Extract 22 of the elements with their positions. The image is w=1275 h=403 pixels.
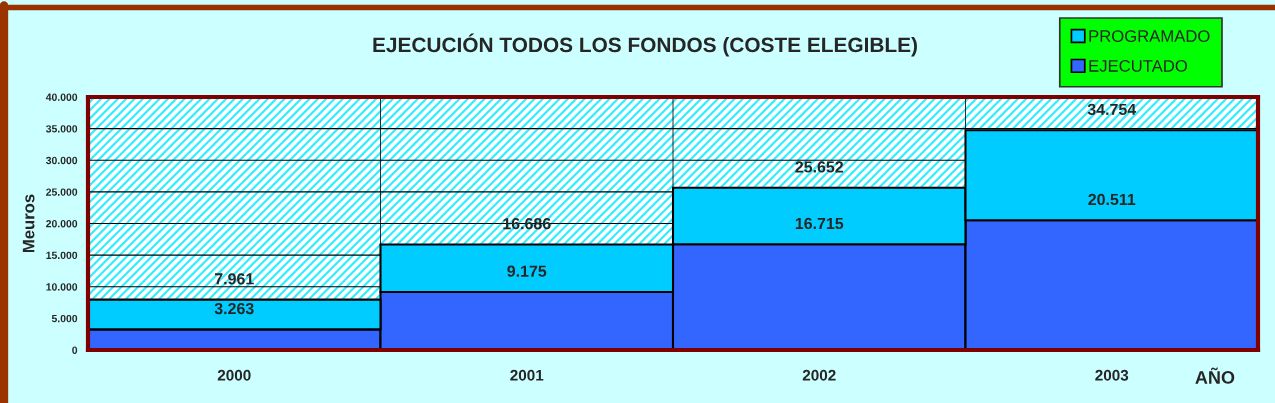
y-tick-label: 5.000 [51,314,78,323]
y-tick-label: 30.000 [45,156,78,165]
x-tick-label: 2002 [802,369,836,381]
y-tick-label: 20.000 [46,220,78,228]
chart-title: EJECUCIÓN TODOS LOS FONDOS (COSTE ELEGIBLE) [373,33,917,57]
x-tick-label: 2003 [1095,369,1129,381]
y-tick-label: 0 [72,346,78,354]
legend-label: PROGRAMADO [1089,30,1210,42]
data-label: 16.715 [795,217,844,230]
x-axis-title: AÑO [1195,367,1235,384]
y-tick-label: 35.000 [45,125,78,133]
y-tick-label: 15.000 [46,251,78,259]
legend-label: EJECUTADO [1089,59,1188,72]
data-label: 9.175 [507,265,547,277]
y-tick-label: 10.000 [46,283,78,291]
data-label: 3.263 [214,302,254,315]
y-axis-title: Meuros [22,194,35,253]
x-tick-label: 2001 [510,369,544,381]
x-tick-label: 2000 [217,369,251,381]
y-tick-label: 40.000 [45,93,78,101]
data-label: 20.511 [1088,193,1136,206]
y-tick-label: 25.000 [46,188,78,196]
